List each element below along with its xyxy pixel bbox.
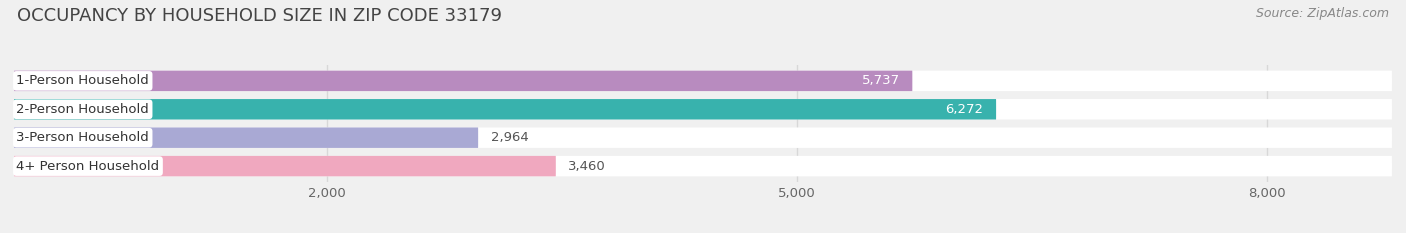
Text: 2,964: 2,964: [491, 131, 529, 144]
FancyBboxPatch shape: [14, 127, 478, 148]
Text: 3-Person Household: 3-Person Household: [17, 131, 149, 144]
FancyBboxPatch shape: [14, 156, 555, 176]
FancyBboxPatch shape: [14, 99, 1392, 120]
Text: 4+ Person Household: 4+ Person Household: [17, 160, 159, 173]
Text: 3,460: 3,460: [568, 160, 606, 173]
Text: Source: ZipAtlas.com: Source: ZipAtlas.com: [1256, 7, 1389, 20]
FancyBboxPatch shape: [14, 127, 1392, 148]
FancyBboxPatch shape: [14, 156, 1392, 176]
Text: 6,272: 6,272: [946, 103, 984, 116]
Text: 2-Person Household: 2-Person Household: [17, 103, 149, 116]
Text: 5,737: 5,737: [862, 74, 900, 87]
FancyBboxPatch shape: [14, 99, 995, 120]
FancyBboxPatch shape: [14, 71, 1392, 91]
FancyBboxPatch shape: [14, 71, 912, 91]
Text: OCCUPANCY BY HOUSEHOLD SIZE IN ZIP CODE 33179: OCCUPANCY BY HOUSEHOLD SIZE IN ZIP CODE …: [17, 7, 502, 25]
Text: 1-Person Household: 1-Person Household: [17, 74, 149, 87]
